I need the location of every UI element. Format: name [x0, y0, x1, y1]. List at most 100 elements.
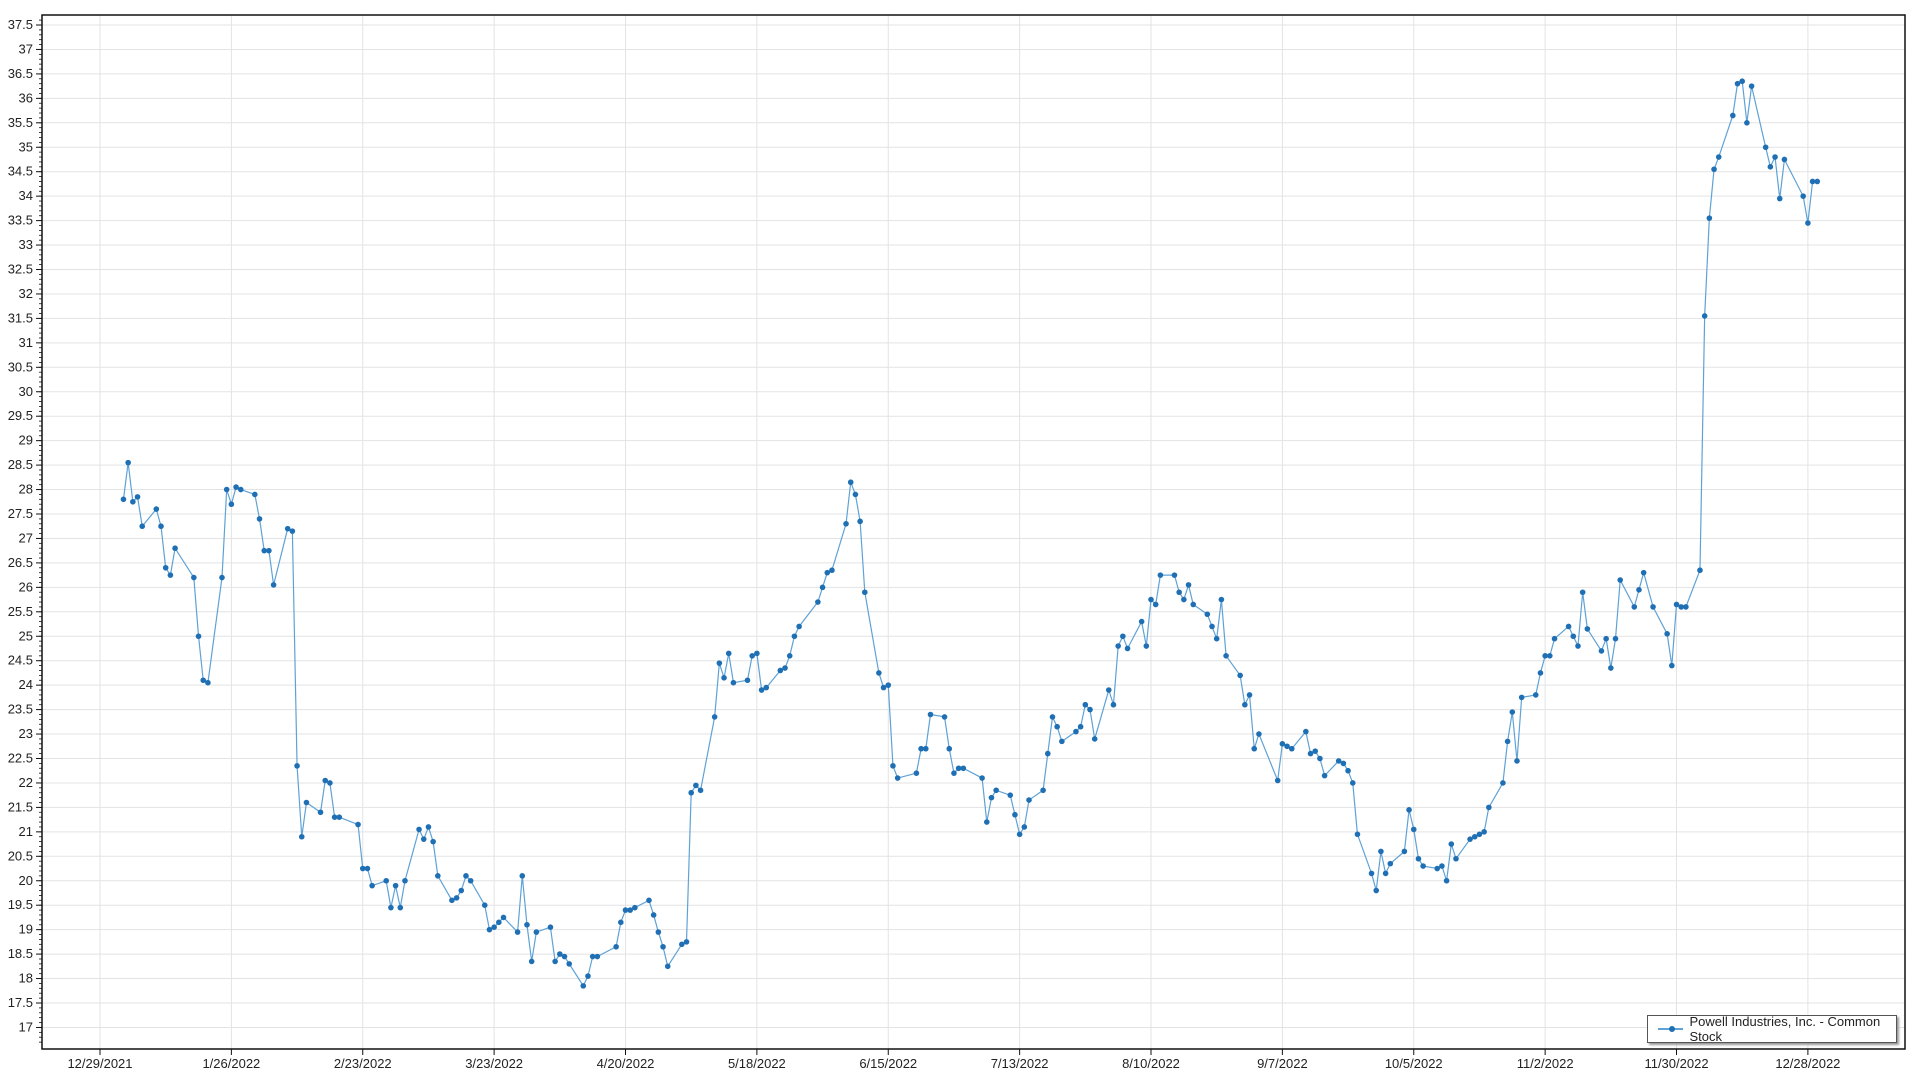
- data-point: [693, 782, 699, 789]
- data-point: [252, 491, 258, 498]
- data-point: [721, 675, 727, 681]
- y-tick-label: 23: [19, 726, 33, 741]
- y-tick-label: 36.5: [8, 66, 33, 81]
- data-point: [1171, 572, 1178, 578]
- data-point: [1026, 797, 1032, 803]
- data-point: [1420, 863, 1426, 869]
- y-tick-label: 21: [19, 824, 33, 839]
- data-point: [392, 882, 399, 889]
- x-tick-label: 12/29/2021: [67, 1056, 132, 1071]
- data-point: [1579, 589, 1586, 596]
- data-point: [547, 924, 554, 931]
- data-point: [622, 907, 629, 913]
- data-point: [1340, 760, 1347, 767]
- data-point: [298, 833, 305, 840]
- x-tick-label: 11/2/2022: [1517, 1056, 1574, 1071]
- data-point: [618, 919, 624, 926]
- data-point: [200, 677, 207, 684]
- data-point: [857, 518, 863, 525]
- data-point: [1439, 863, 1445, 869]
- data-point: [754, 650, 760, 657]
- data-point: [1354, 831, 1361, 838]
- data-point: [1500, 780, 1506, 786]
- data-point: [1406, 807, 1412, 813]
- series-line: [122, 80, 1818, 988]
- data-point: [819, 584, 826, 591]
- data-point: [1387, 860, 1394, 867]
- y-tick-label: 27: [19, 530, 33, 545]
- data-point: [430, 838, 436, 845]
- data-point: [697, 787, 704, 794]
- data-point: [1152, 601, 1159, 608]
- data-point: [1762, 144, 1769, 151]
- data-point: [1678, 604, 1685, 610]
- data-point: [1701, 313, 1708, 319]
- data-point: [1181, 596, 1187, 603]
- data-point: [1669, 662, 1675, 669]
- data-point: [481, 902, 488, 908]
- data-point: [139, 523, 146, 530]
- data-point: [1744, 120, 1750, 126]
- data-point: [1317, 755, 1323, 762]
- data-point: [1697, 567, 1703, 574]
- data-point: [960, 765, 967, 772]
- data-point: [500, 914, 507, 921]
- data-point: [1138, 618, 1145, 625]
- data-point: [679, 941, 685, 948]
- data-point: [589, 953, 596, 960]
- data-point: [191, 574, 197, 581]
- data-point: [322, 777, 329, 784]
- data-point: [941, 714, 948, 720]
- data-point: [359, 865, 366, 872]
- data-point: [1077, 723, 1084, 730]
- data-point: [233, 484, 239, 490]
- x-tick-label: 4/20/2022: [597, 1056, 655, 1071]
- y-axis: 17 17.5 18 18.5 19 19.5 20 20.5 21 21.5 22 22.5 23 23…: [8, 17, 42, 1043]
- data-point: [1767, 164, 1774, 170]
- data-point: [711, 714, 718, 720]
- data-point: [261, 547, 268, 554]
- data-point: [1204, 611, 1211, 618]
- data-point: [632, 904, 638, 911]
- y-tick-label: 22: [19, 775, 33, 790]
- data-point: [843, 520, 849, 527]
- data-point: [1382, 870, 1389, 877]
- y-tick-label: 30: [19, 384, 33, 399]
- data-point: [1664, 631, 1670, 637]
- data-point: [364, 865, 371, 872]
- data-point: [786, 653, 793, 659]
- y-tick-label: 19.5: [8, 897, 33, 912]
- data-point: [1120, 633, 1126, 640]
- data-point: [1007, 792, 1014, 798]
- data-point: [1532, 692, 1539, 698]
- y-tick-label: 29.5: [8, 408, 33, 423]
- y-tick-label: 17: [19, 1019, 33, 1034]
- y-tick-label: 26: [19, 579, 33, 594]
- y-tick-label: 21.5: [8, 799, 33, 814]
- data-point: [1805, 220, 1811, 226]
- data-point: [1091, 736, 1098, 742]
- data-point: [627, 907, 633, 913]
- y-tick-label: 34: [19, 188, 33, 203]
- data-point: [1443, 877, 1450, 884]
- data-point: [514, 929, 521, 935]
- data-point: [815, 599, 821, 605]
- data-point: [1218, 596, 1225, 603]
- data-point: [303, 799, 310, 806]
- data-point: [1373, 887, 1380, 894]
- data-point: [1612, 635, 1619, 642]
- data-point: [829, 567, 835, 574]
- y-tick-label: 28: [19, 482, 33, 497]
- data-point: [861, 589, 868, 596]
- data-point: [1640, 569, 1647, 576]
- data-point: [1105, 687, 1112, 693]
- data-point: [688, 789, 694, 796]
- y-tick-label: 37: [19, 41, 33, 56]
- data-point: [1274, 777, 1281, 784]
- data-point: [130, 498, 136, 505]
- data-point: [1711, 166, 1717, 173]
- data-point: [852, 491, 859, 498]
- data-point: [1781, 156, 1788, 163]
- data-point: [1537, 670, 1544, 676]
- data-point: [355, 821, 361, 828]
